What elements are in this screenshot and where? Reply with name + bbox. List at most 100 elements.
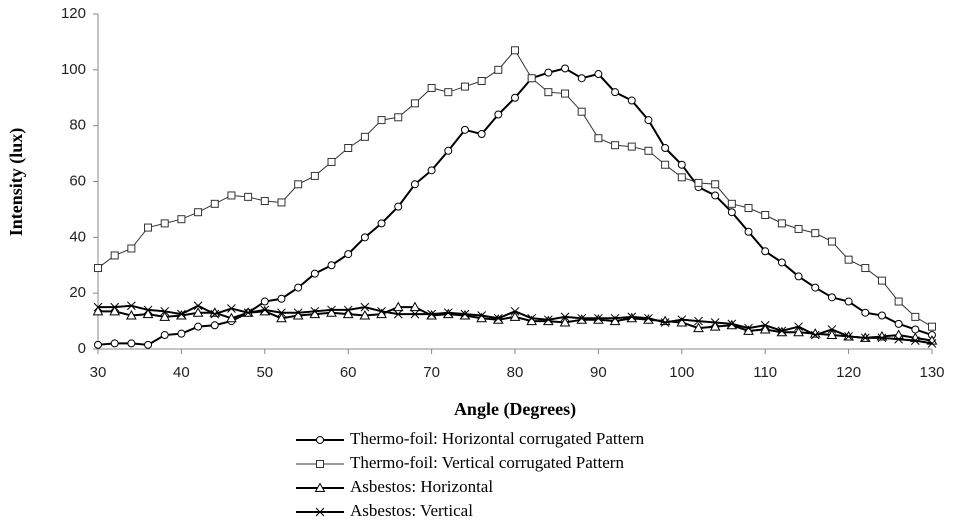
- x-tick-label: 30: [90, 364, 107, 381]
- marker: [894, 297, 903, 306]
- marker: [711, 191, 720, 200]
- marker: [777, 219, 786, 228]
- marker: [192, 307, 204, 317]
- marker: [193, 301, 203, 311]
- marker: [544, 88, 553, 97]
- marker: [360, 233, 369, 242]
- marker: [110, 302, 120, 312]
- marker: [410, 180, 419, 189]
- marker: [510, 306, 520, 316]
- marker: [227, 304, 236, 313]
- marker: [177, 215, 186, 224]
- marker: [677, 173, 686, 182]
- x-tick-label: 100: [669, 364, 694, 381]
- x-tick-label: 120: [836, 364, 861, 381]
- marker: [577, 313, 587, 323]
- marker: [393, 309, 403, 319]
- marker: [610, 313, 620, 323]
- series-line: [97, 49, 933, 328]
- marker: [244, 192, 253, 201]
- marker: [644, 146, 653, 155]
- marker: [177, 309, 186, 319]
- marker: [709, 321, 721, 331]
- marker: [660, 318, 670, 327]
- legend-marker: [315, 507, 325, 517]
- marker: [277, 294, 286, 303]
- marker: [94, 264, 102, 273]
- marker: [394, 202, 403, 211]
- marker: [509, 311, 521, 321]
- marker: [594, 134, 603, 143]
- y-tick-label: 40: [69, 228, 86, 245]
- marker: [494, 65, 503, 74]
- marker: [327, 305, 336, 315]
- marker: [877, 333, 887, 343]
- legend-marker: [314, 482, 326, 492]
- marker: [194, 322, 203, 331]
- marker: [794, 224, 803, 233]
- marker: [493, 313, 503, 323]
- marker: [310, 269, 319, 278]
- marker: [293, 308, 303, 318]
- marker: [144, 223, 153, 232]
- marker: [544, 68, 553, 77]
- legend-label: Thermo-foil: Vertical corrugated Pattern: [350, 453, 624, 472]
- y-tick-label: 80: [69, 117, 86, 134]
- marker: [444, 146, 453, 155]
- marker: [126, 309, 137, 320]
- marker: [844, 297, 853, 306]
- marker: [394, 113, 403, 122]
- marker: [159, 311, 171, 321]
- marker: [160, 219, 169, 228]
- y-tick-label: 120: [61, 5, 86, 22]
- marker: [477, 311, 486, 320]
- marker: [794, 272, 803, 281]
- y-tick-label: 100: [61, 61, 86, 78]
- marker: [160, 331, 169, 340]
- marker: [727, 208, 736, 217]
- marker: [560, 312, 570, 322]
- marker: [127, 301, 136, 311]
- marker: [694, 316, 703, 326]
- marker: [744, 323, 753, 333]
- marker: [143, 305, 153, 315]
- marker: [794, 322, 803, 332]
- marker: [294, 283, 303, 292]
- marker: [344, 250, 353, 259]
- marker: [544, 315, 553, 325]
- marker: [260, 305, 270, 315]
- marker: [677, 315, 687, 325]
- marker: [360, 302, 370, 312]
- marker: [109, 305, 121, 316]
- marker: [827, 237, 836, 246]
- marker: [342, 308, 354, 319]
- marker: [92, 305, 104, 316]
- marker: [460, 309, 470, 319]
- y-tick-label: 60: [69, 172, 86, 189]
- series-line: [97, 67, 933, 346]
- marker: [427, 309, 436, 319]
- legend-marker: [316, 460, 324, 468]
- marker: [110, 339, 119, 348]
- marker: [761, 211, 770, 219]
- marker: [911, 312, 920, 321]
- marker: [377, 219, 386, 228]
- marker: [594, 70, 603, 79]
- marker: [793, 326, 804, 337]
- marker: [761, 247, 770, 256]
- marker: [810, 330, 820, 340]
- marker: [861, 308, 870, 317]
- marker: [711, 180, 720, 189]
- marker: [276, 312, 287, 323]
- marker: [759, 323, 771, 334]
- marker: [577, 74, 586, 83]
- marker: [392, 301, 404, 312]
- marker: [210, 321, 219, 330]
- marker: [427, 166, 436, 175]
- marker: [894, 319, 903, 328]
- legend-marker: [316, 436, 324, 444]
- marker: [693, 322, 704, 333]
- marker: [511, 93, 519, 102]
- marker: [760, 320, 770, 330]
- marker: [344, 144, 353, 152]
